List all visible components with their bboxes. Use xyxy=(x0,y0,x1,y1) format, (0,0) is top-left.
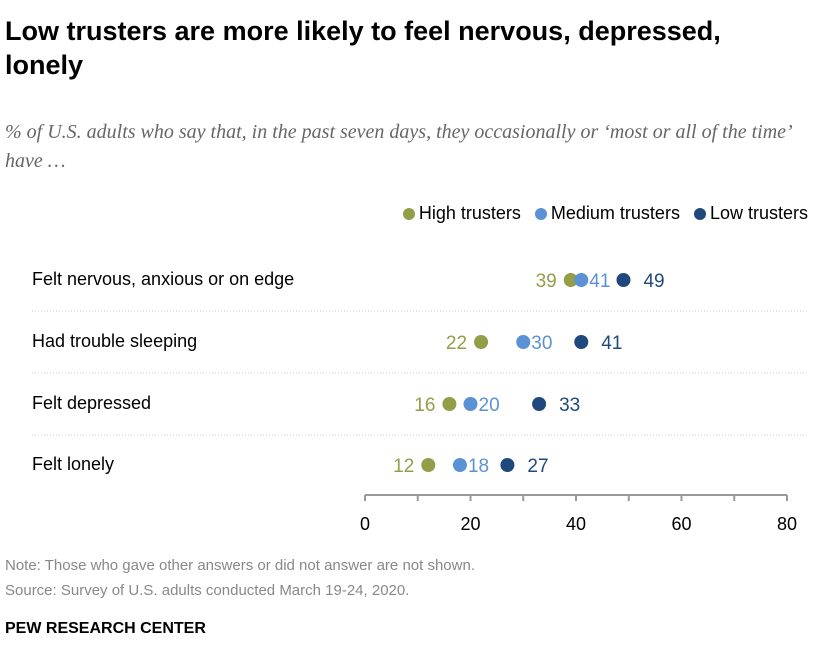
data-label: 18 xyxy=(468,456,489,477)
legend: High trusters Medium trusters Low truste… xyxy=(402,203,808,224)
x-tick-label: 20 xyxy=(460,514,480,534)
row-label: Felt depressed xyxy=(32,393,152,413)
notes: Note: Those who gave other answers or di… xyxy=(5,553,475,603)
data-point xyxy=(616,273,631,287)
brand-logo: PEW RESEARCH CENTER xyxy=(5,620,206,637)
legend-label: Low trusters xyxy=(709,203,808,223)
x-tick-label: 0 xyxy=(360,514,370,534)
data-point xyxy=(442,397,457,411)
data-label: 12 xyxy=(393,456,414,477)
data-label: 41 xyxy=(589,271,610,292)
row-label: Felt lonely xyxy=(32,454,115,474)
data-point xyxy=(474,335,489,349)
data-point xyxy=(532,397,547,411)
data-point xyxy=(574,273,589,287)
data-point xyxy=(563,273,578,287)
data-point xyxy=(500,458,515,472)
legend-item-low: Low trusters xyxy=(693,203,808,224)
row-label: Felt nervous, anxious or on edge xyxy=(32,269,295,289)
chart-subtitle: % of U.S. adults who say that, in the pa… xyxy=(5,121,791,172)
source: Source: Survey of U.S. adults conducted … xyxy=(5,582,410,599)
data-point xyxy=(452,458,467,472)
data-point xyxy=(421,458,436,472)
row-label: Had trouble sleeping xyxy=(32,331,198,351)
legend-label: Medium trusters xyxy=(550,203,680,223)
data-label: 20 xyxy=(479,395,500,416)
data-label: 39 xyxy=(536,271,557,292)
data-label: 49 xyxy=(643,271,664,292)
data-point xyxy=(574,335,589,349)
data-label: 41 xyxy=(601,333,622,354)
data-label: 33 xyxy=(559,395,580,416)
legend-label: High trusters xyxy=(418,203,521,223)
data-label: 27 xyxy=(527,456,548,477)
chart-title: Low trusters are more likely to feel ner… xyxy=(5,16,721,80)
x-tick-label: 60 xyxy=(671,514,691,534)
data-label: 16 xyxy=(414,395,435,416)
legend-item-high: High trusters xyxy=(402,203,521,224)
legend-item-medium: Medium trusters xyxy=(534,203,680,224)
x-tick-label: 80 xyxy=(777,514,797,534)
data-label: 22 xyxy=(446,333,467,354)
data-point xyxy=(463,397,478,411)
x-tick-label: 40 xyxy=(566,514,586,534)
data-label: 30 xyxy=(531,333,552,354)
data-point xyxy=(516,335,531,349)
note: Note: Those who gave other answers or di… xyxy=(5,557,475,574)
